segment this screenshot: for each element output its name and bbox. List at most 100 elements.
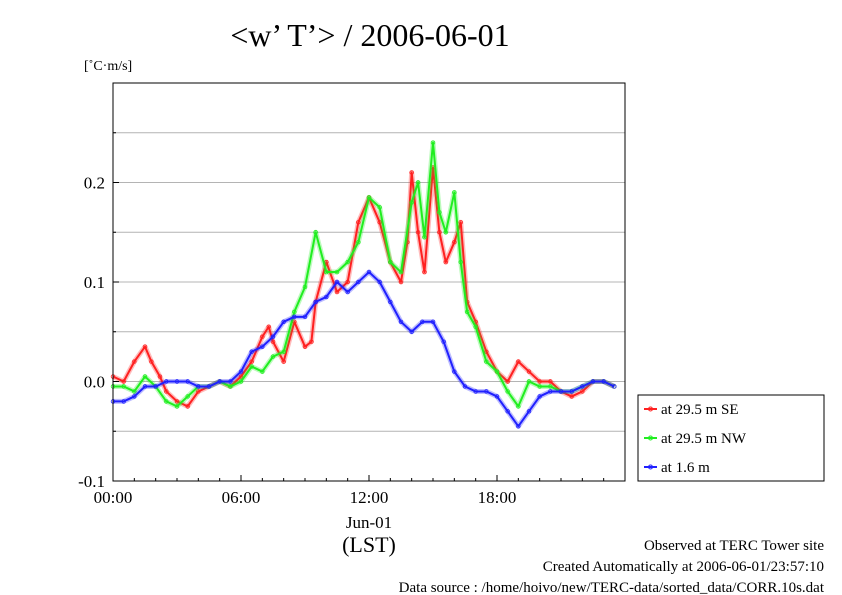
series-1-point <box>132 389 137 394</box>
series-0-point <box>142 344 148 349</box>
x-tick-label-0: 00:00 <box>94 488 133 507</box>
series-0-point <box>398 279 404 285</box>
series-2-point <box>345 289 350 295</box>
series-1-point <box>422 235 427 240</box>
series-0-point <box>356 220 361 225</box>
series-0-point <box>452 239 457 245</box>
series-2-point <box>558 389 564 394</box>
series-2-point <box>420 319 425 324</box>
series-2-point <box>494 394 500 399</box>
x-tick-label-3: 18:00 <box>478 488 517 507</box>
series-2-point <box>174 379 180 384</box>
series-2-point <box>153 384 158 389</box>
series-2-point <box>313 299 318 305</box>
series-2-point <box>281 319 286 324</box>
series-2-point <box>537 394 542 399</box>
series-2-point <box>228 379 233 384</box>
series-2-point <box>516 424 521 429</box>
series-0-point <box>157 374 163 379</box>
legend-label-0: at 29.5 m SE <box>661 402 739 418</box>
series-0-point <box>132 359 137 364</box>
series-0-point <box>415 230 421 235</box>
series-2-point <box>505 409 510 414</box>
series-1-point <box>458 259 463 265</box>
footer-observed: Observed at TERC Tower site <box>644 538 824 554</box>
series-2-point <box>569 389 574 394</box>
legend-marker-1 <box>648 435 653 441</box>
series-1-point <box>398 269 404 275</box>
legend-label-2: at 1.6 m <box>661 460 710 476</box>
series-1-point <box>174 404 180 409</box>
x-axis: 00:00 06:00 12:00 18:00 <box>94 475 605 507</box>
series-2-point <box>196 384 201 389</box>
series-1-point <box>415 180 421 185</box>
legend-marker-0 <box>648 406 653 412</box>
series-0-point <box>526 369 532 374</box>
series-2-point <box>121 399 126 404</box>
series-0-point <box>196 389 201 394</box>
footer-data-source: Data source : /home/hoivo/new/TERC-data/… <box>399 580 825 595</box>
footer-created: Created Automatically at 2006-06-01/23:5… <box>543 559 824 575</box>
series-0-point <box>249 359 254 364</box>
y-axis-unit: [˚C·m/s] <box>84 59 132 74</box>
series-1-point <box>494 369 500 374</box>
series-2-point <box>430 319 436 324</box>
series-0-point <box>302 344 308 349</box>
series-1-point <box>345 259 350 265</box>
series-2-point <box>473 389 478 394</box>
legend-marker-2 <box>648 464 653 470</box>
series-1-point <box>249 364 254 369</box>
y-tick-label-3: 0.2 <box>84 174 105 193</box>
series-0-point <box>185 404 190 409</box>
series-1-point <box>548 384 553 389</box>
series-0-point <box>422 269 427 275</box>
series-2-point <box>142 384 148 389</box>
series-1-point <box>443 230 448 235</box>
series-2-point <box>388 299 393 305</box>
series-2-point <box>164 379 169 384</box>
series-0-point <box>548 379 553 384</box>
series-2-point <box>185 379 190 384</box>
series-1-point <box>313 230 318 235</box>
series-2-point <box>612 384 617 389</box>
series-2-point <box>409 329 414 334</box>
legend-box <box>637 394 825 482</box>
series-0-point <box>281 359 286 364</box>
legend: at 29.5 m SE at 29.5 m NW at 1.6 m <box>637 394 825 482</box>
series-2-point <box>590 379 596 384</box>
series-0-point <box>443 259 448 265</box>
series-1-point <box>388 259 393 265</box>
series-2-point <box>206 384 212 389</box>
series-2-point <box>580 384 585 389</box>
series-1-point <box>270 354 276 359</box>
series-1-point <box>238 379 244 384</box>
series-0-point <box>121 379 126 384</box>
series-halo-0 <box>111 165 616 409</box>
series-2-point <box>377 279 382 285</box>
series-1-point <box>302 284 308 290</box>
series-group <box>110 140 617 429</box>
series-0-point <box>484 349 489 354</box>
series-1-point <box>356 239 361 245</box>
series-1-point <box>430 140 436 145</box>
series-0-point <box>164 389 169 394</box>
series-0-point <box>266 324 271 329</box>
series-1-point <box>377 205 382 210</box>
series-1-point <box>505 389 510 394</box>
series-1-point <box>292 309 297 315</box>
series-2-point <box>132 394 137 399</box>
series-0-point <box>437 230 442 235</box>
series-2-point <box>601 379 606 384</box>
series-2-point <box>398 319 404 324</box>
series-1-point <box>324 269 329 275</box>
series-1-point <box>526 379 532 384</box>
series-1-point <box>366 195 372 200</box>
series-0-point <box>334 289 340 295</box>
series-0-point <box>260 334 265 339</box>
series-1-point <box>228 384 233 389</box>
series-1-point <box>142 374 148 379</box>
series-1-point <box>164 399 169 404</box>
y-tick-label-2: 0.1 <box>84 273 105 292</box>
y-tick-label-1: 0.0 <box>84 373 105 392</box>
